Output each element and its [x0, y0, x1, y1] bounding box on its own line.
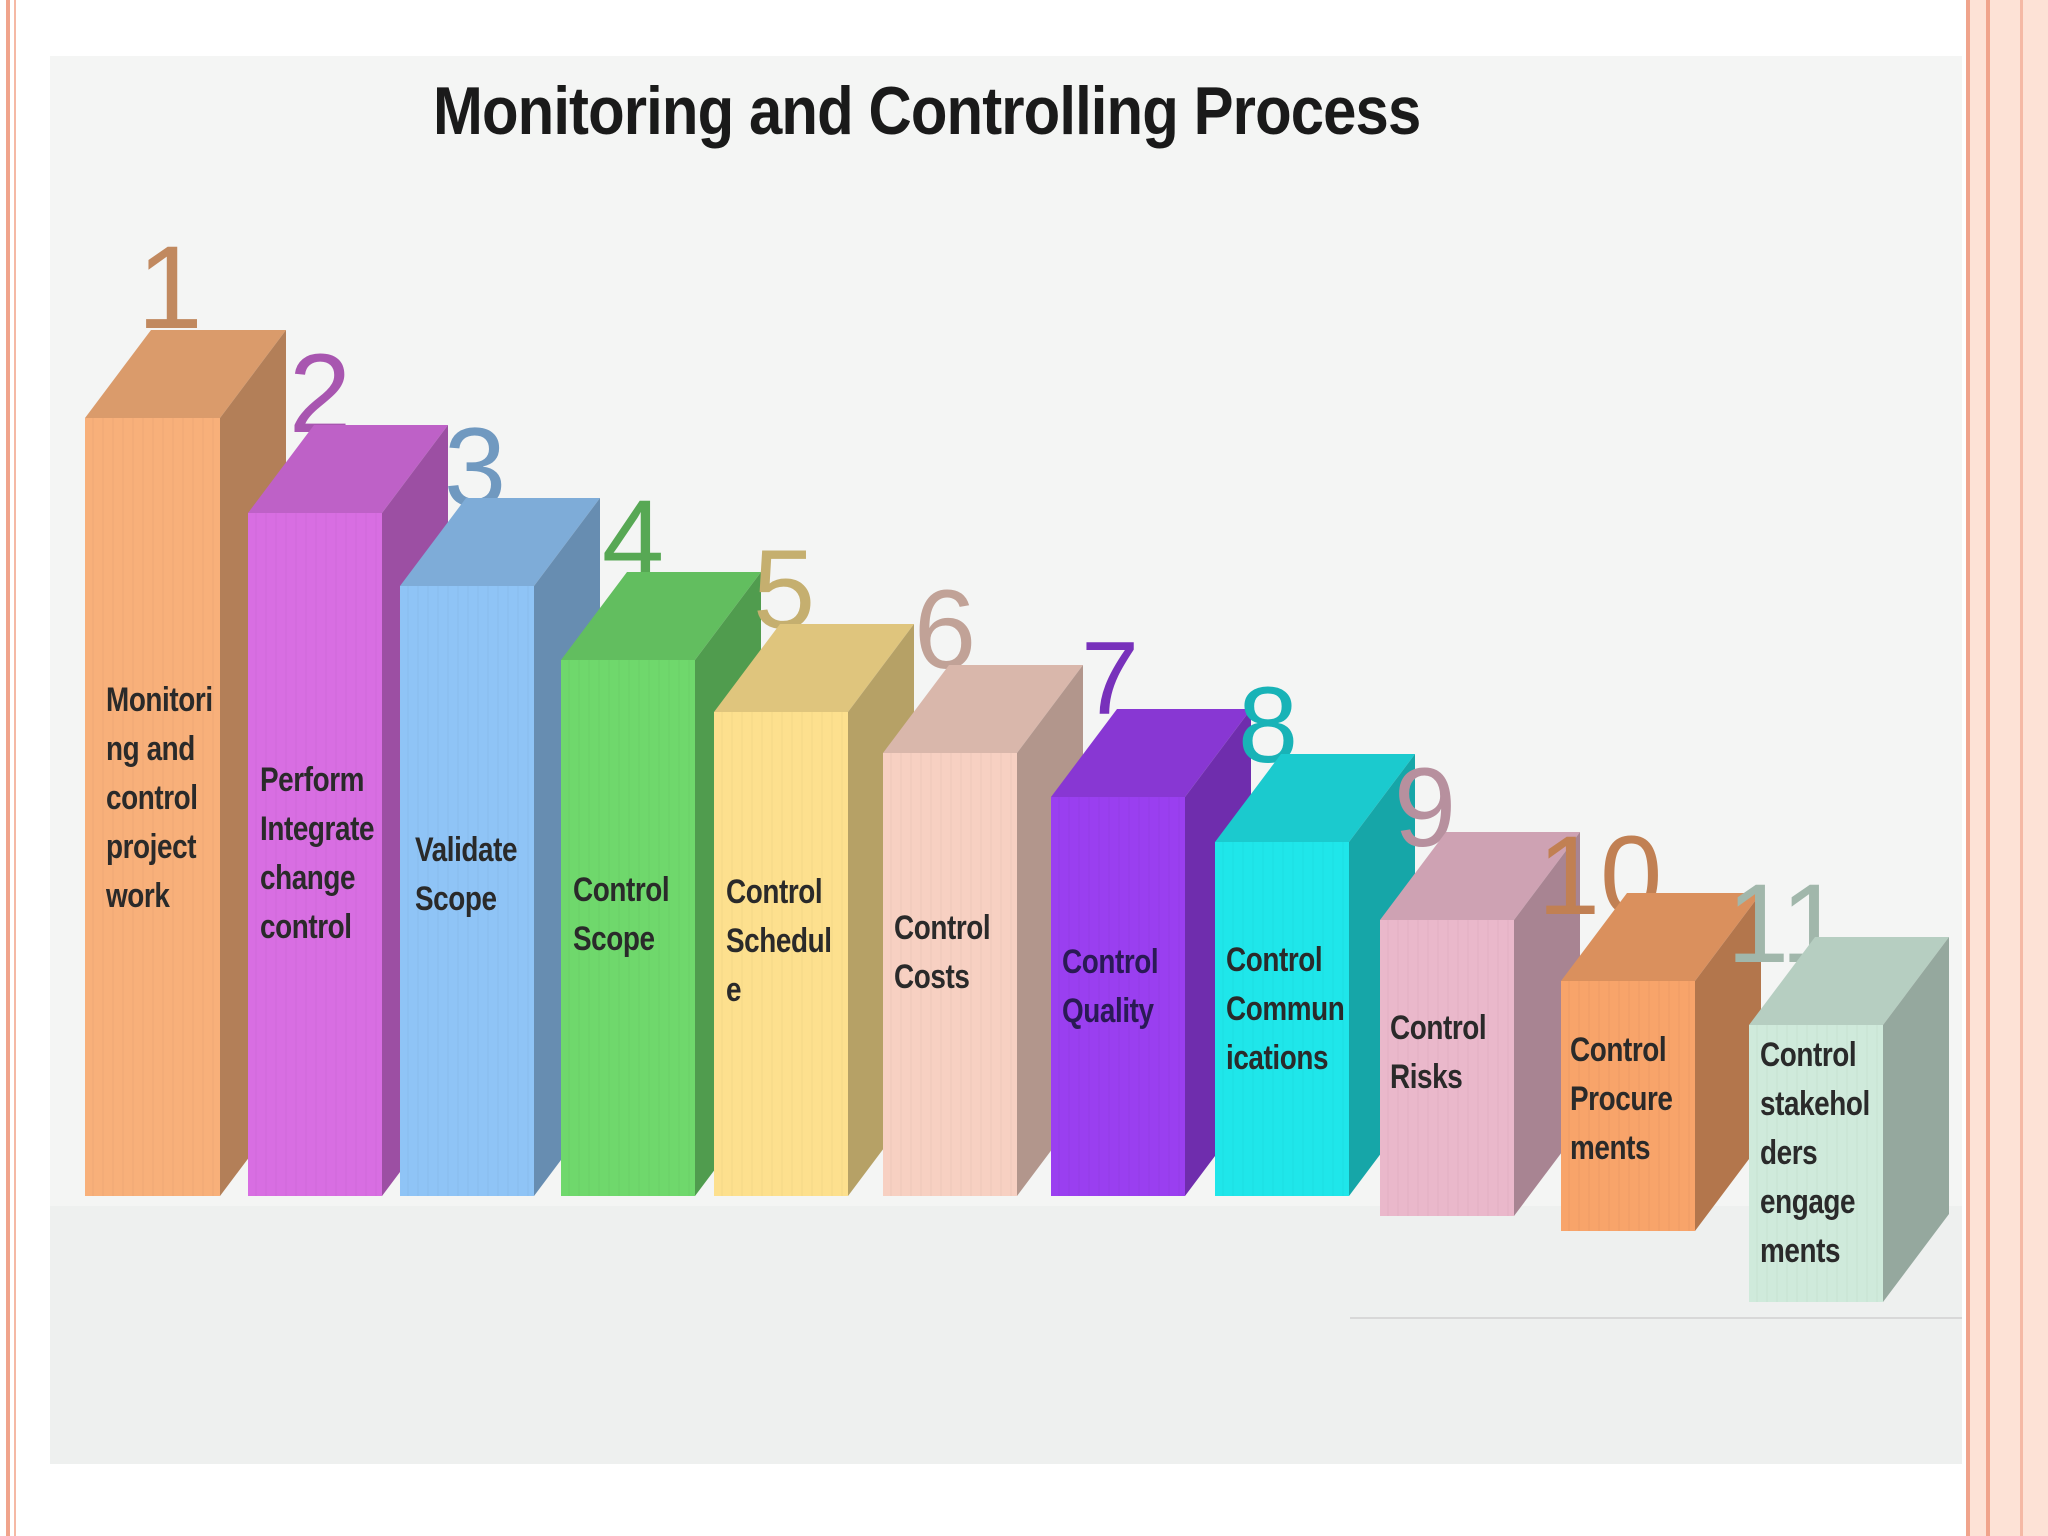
- step-front-face-3: [400, 586, 534, 1196]
- step-top-face-11: [1749, 937, 1949, 1025]
- step-label-6: Control Costs: [894, 909, 991, 996]
- step-label-3: Validate Scope: [415, 831, 518, 918]
- step-side-face-10: [1695, 893, 1761, 1231]
- step-front-face-6: [883, 753, 1017, 1196]
- step-front-face-5: [714, 712, 848, 1196]
- step-front-face-2: [248, 513, 382, 1196]
- step-front-face-8: [1215, 842, 1349, 1196]
- step-label-1: Monitori ng and control project work: [106, 681, 213, 915]
- step-front-face-9: [1380, 920, 1514, 1216]
- slide-frame-left-line: [6, 0, 10, 1536]
- step-label-4: Control Scope: [573, 871, 670, 958]
- step-top-face-8: [1215, 754, 1415, 842]
- step-label-5: Control Schedul e: [726, 873, 832, 1009]
- process-diagram: 1 2 3 4 5 6 7 8 9 10 11 Monitoring and Controlling…: [50, 56, 1962, 1464]
- slide-frame-left-line-inner: [14, 0, 16, 1536]
- step-front-face-7: [1051, 797, 1185, 1196]
- slide-frame-right-line: [1966, 0, 1970, 1536]
- step-front-face-4: [561, 660, 695, 1196]
- diagram-title: Monitoring and Controlling Process: [433, 73, 1421, 149]
- step-top-face-1: [85, 330, 286, 418]
- step-top-face-4: [561, 572, 761, 660]
- step-label-8: Control Commun ications: [1226, 941, 1345, 1077]
- step-label-9: Control Risks: [1390, 1009, 1487, 1096]
- step-top-face-3: [400, 498, 600, 586]
- step-top-face-6: [883, 665, 1083, 753]
- step-box-5: [714, 624, 914, 1196]
- step-label-2: Perform Integrate change control: [260, 761, 375, 946]
- slide-frame-right-line: [2020, 0, 2023, 1536]
- step-side-face-11: [1883, 937, 1949, 1302]
- step-top-face-10: [1561, 893, 1761, 981]
- slide-frame-right-line: [1986, 0, 1990, 1536]
- step-box-10: [1561, 893, 1761, 1231]
- step-top-face-7: [1051, 709, 1251, 797]
- step-box-11: [1749, 937, 1949, 1302]
- step-top-face-9: [1380, 832, 1580, 920]
- step-label-11: Control stakehol ders engage ments: [1760, 1036, 1870, 1270]
- floor-reflection: [50, 1206, 1962, 1464]
- slide-frame-right-band: [1966, 0, 2048, 1536]
- step-label-10: Control Procure ments: [1570, 1031, 1673, 1167]
- step-front-face-11: [1749, 1025, 1883, 1302]
- step-front-face-10: [1561, 981, 1695, 1231]
- step-top-face-2: [248, 425, 448, 513]
- step-label-7: Control Quality: [1062, 943, 1159, 1030]
- step-box-9: [1380, 832, 1580, 1216]
- step-top-face-5: [714, 624, 914, 712]
